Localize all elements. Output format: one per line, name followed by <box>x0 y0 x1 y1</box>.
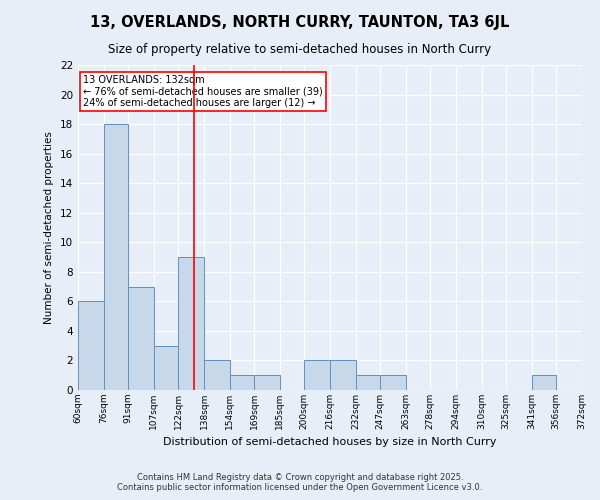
Bar <box>380 375 406 390</box>
Bar <box>356 375 380 390</box>
Text: Size of property relative to semi-detached houses in North Curry: Size of property relative to semi-detach… <box>109 42 491 56</box>
Text: 13, OVERLANDS, NORTH CURRY, TAUNTON, TA3 6JL: 13, OVERLANDS, NORTH CURRY, TAUNTON, TA3… <box>91 15 509 30</box>
Bar <box>204 360 230 390</box>
Bar <box>254 375 280 390</box>
Bar <box>154 346 178 390</box>
Bar <box>178 257 204 390</box>
Bar <box>230 375 254 390</box>
Bar <box>128 286 154 390</box>
Text: 13 OVERLANDS: 132sqm
← 76% of semi-detached houses are smaller (39)
24% of semi-: 13 OVERLANDS: 132sqm ← 76% of semi-detac… <box>83 74 323 108</box>
Bar <box>304 360 330 390</box>
Y-axis label: Number of semi-detached properties: Number of semi-detached properties <box>44 131 55 324</box>
Text: Contains HM Land Registry data © Crown copyright and database right 2025.
Contai: Contains HM Land Registry data © Crown c… <box>118 473 482 492</box>
Bar <box>78 302 104 390</box>
Bar <box>330 360 356 390</box>
Bar <box>104 124 128 390</box>
X-axis label: Distribution of semi-detached houses by size in North Curry: Distribution of semi-detached houses by … <box>163 438 497 448</box>
Bar <box>532 375 556 390</box>
